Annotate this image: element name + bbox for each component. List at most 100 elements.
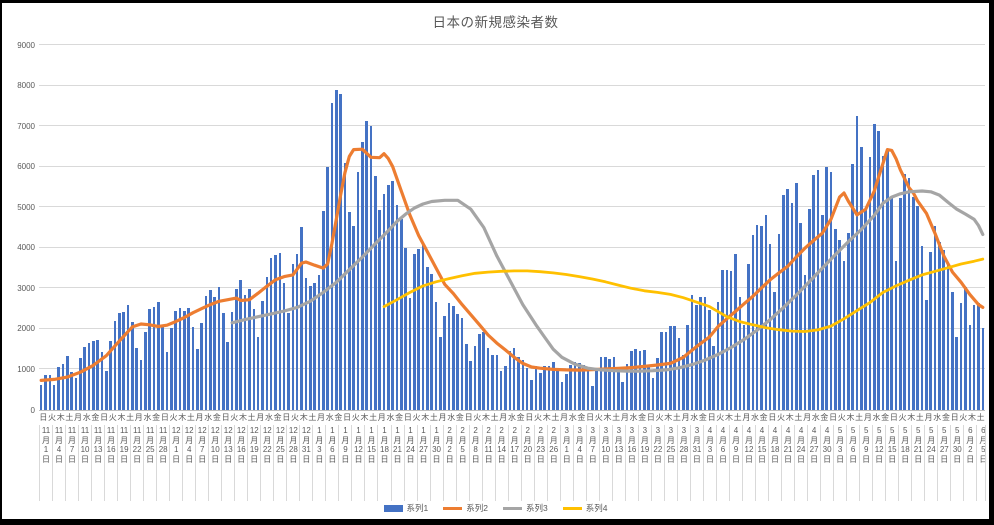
x-date-label: 5月 30 日 [950,425,963,501]
legend-label: 系列3 [526,503,548,513]
x-date-label: 5月 3日 [833,425,846,501]
legend-label: 系列2 [466,503,488,513]
x-date-label: 1月 24 日 [403,425,417,501]
x-date-label: 2月 2日 [442,425,456,501]
y-tick-label: 0 [30,405,35,415]
y-tick-label: 7000 [17,121,35,131]
x-date-label: 3月 25 日 [663,425,677,501]
legend-item-series2: 系列2 [443,502,488,514]
x-date-label: 5月 6日 [846,425,859,501]
x-date-label: 11 月 19 日 [117,425,130,501]
x-date-label: 12 月 13 日 [221,425,234,501]
chart-area[interactable]: 日本の新規感染者数 0 1000 2000 3000 4000 5000 6000 7000 8… [2,3,989,519]
x-date-label: 12 月 28 日 [286,425,299,501]
x-date-label: 3月 13 日 [611,425,625,501]
x-date-label: 1月 12 日 [351,425,364,501]
x-date-label: 1月 21 日 [390,425,404,501]
x-date-label: 3月 4日 [572,425,586,501]
x-date-label: 4月 6日 [715,425,729,501]
x-date-label: 1月 6日 [325,425,338,501]
x-date-label: 12 月 25 日 [273,425,286,501]
x-date-label: 4月 21 日 [781,425,794,501]
x-date-label: 12 月 19 日 [247,425,260,501]
x-date-label: 3月 19 日 [637,425,651,501]
x-date-label: 2月 11 日 [481,425,495,501]
x-date-label: 3月 31 日 [689,425,703,501]
x-date-label: 12 月 22 日 [260,425,273,501]
x-date-label: 5月 12 日 [872,425,885,501]
x-date-label: 11 月 25 日 [143,425,156,501]
x-date-label: 12 月7 日 [195,425,208,501]
x-date-label: 2月 17 日 [507,425,521,501]
x-date-label: 5月 24 日 [924,425,937,501]
x-date-label: 11 月4 日 [52,425,65,501]
legend-item-series4: 系列4 [562,502,608,514]
y-tick-label: 2000 [17,324,35,334]
legend-label: 系列4 [585,503,608,513]
x-date-label: 2月 23 日 [533,425,547,501]
x-date-label: 11 月 16 日 [104,425,117,501]
legend-item-series1: 系列1 [383,502,429,514]
x-date-label: 12 月 10 日 [208,425,221,501]
y-tick-label: 3000 [17,283,35,293]
x-date-label: 4月 15 日 [755,425,768,501]
x-date-label: 12 月1 日 [169,425,182,501]
x-axis-date-labels: 11 月1 日 11 月4 日 11 月7 日 11 月 10 日 11 月 13 日 11 月 16 日 11 月 19 日 1… [39,425,987,501]
x-date-label: 4月 12 日 [741,425,755,501]
x-date-label: 2月 20 日 [520,425,534,501]
legend: 系列1 系列2 系列3 系列4 [2,500,989,516]
x-date-label: 5月 18 日 [898,425,911,501]
line-series-svg [39,147,985,382]
x-date-label: 4月 24 日 [794,425,807,501]
x-date-label: 11 月 10 日 [78,425,91,501]
x-date-label: 5月 27 日 [937,425,950,501]
x-date-label: 4月 18 日 [768,425,781,501]
x-date-label: 11 月 28 日 [156,425,169,501]
x-date-label: 3月 10 日 [598,425,612,501]
x-date-label: 11 月7 日 [65,425,78,501]
x-date-label: 5月 9日 [859,425,872,501]
y-tick-label: 6000 [17,162,35,172]
y-tick-label: 1000 [17,364,35,374]
y-tick-label: 5000 [17,202,35,212]
series4-line-swatch [562,506,582,510]
x-date-label: 4月 27 日 [807,425,820,501]
x-date-label: 11 月 22 日 [130,425,143,501]
x-date-label: 3月 22 日 [650,425,664,501]
x-date-label: 2月 8日 [468,425,482,501]
x-date-label: 1月 9日 [338,425,351,501]
series2-line-swatch [443,506,463,510]
x-date-label: 11 月1 日 [39,425,52,501]
x-date-label: 4月 9日 [728,425,742,501]
x-date-label: 1月 30 日 [429,425,443,501]
x-date-label: 2月 14 日 [494,425,508,501]
x-axis-weekday-row: 日火木土月水金日火木土月水金日火木土月水金日火木土月水金日火木土月水金日火木土月… [39,413,985,422]
chart-title: 日本の新規感染者数 [432,15,559,30]
x-date-label: 12 月4 日 [182,425,195,501]
x-date-label: 1月 3日 [312,425,325,501]
x-date-label: 5月 15 日 [885,425,898,501]
x-date-label: 12 月 31 日 [299,425,312,501]
line-系列2 [39,147,985,382]
series3-line-swatch [503,506,522,510]
x-date-label: 1月 18 日 [377,425,390,501]
series1-bar-swatch [383,504,403,512]
x-date-label: 3月 1日 [559,425,573,501]
y-tick-label: 4000 [17,243,35,253]
x-date-label: 5月 21 日 [911,425,924,501]
legend-label: 系列1 [406,503,429,513]
x-date-label: 1月 27 日 [416,425,430,501]
x-date-label: 4月 3日 [702,425,716,501]
x-date-label: 2月 26 日 [546,425,560,501]
x-date-label: 1月 15 日 [364,425,377,501]
x-date-label: 6月 2日 [963,425,976,501]
line-系列4 [382,257,985,333]
x-date-label: 2月 5日 [455,425,469,501]
x-date-label: 4月 30 日 [820,425,833,501]
x-date-label: 3月 28 日 [676,425,690,501]
x-date-label: 12 月 16 日 [234,425,247,501]
line-系列3 [230,189,985,373]
plot-area [39,44,985,411]
x-date-label: 3月 16 日 [624,425,638,501]
